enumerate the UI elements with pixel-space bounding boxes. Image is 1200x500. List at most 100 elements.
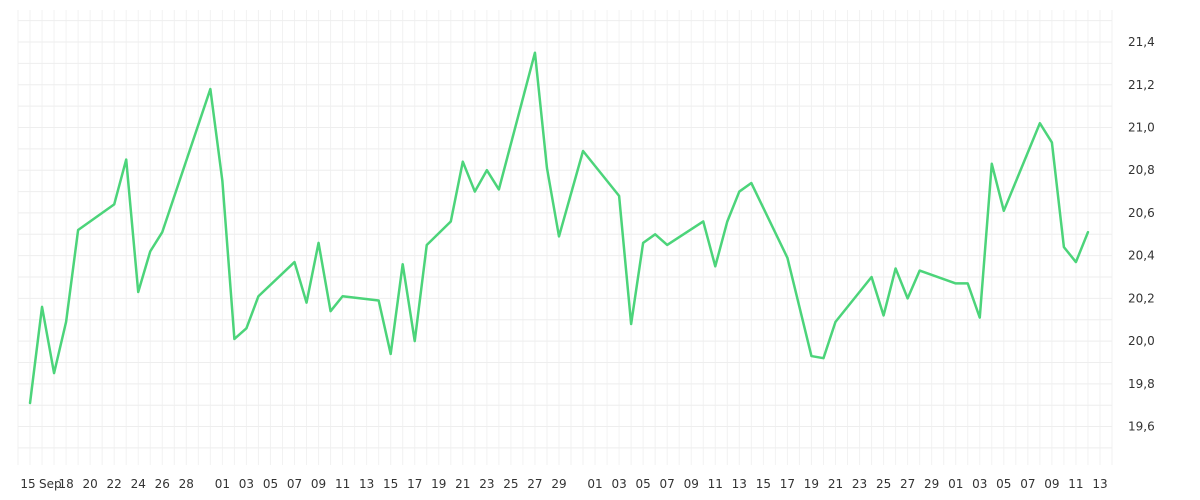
data-point — [556, 233, 562, 239]
x-tick-label: 05 — [263, 477, 278, 491]
x-tick-label: 01 — [587, 477, 602, 491]
x-tick-label: 25 — [876, 477, 891, 491]
data-point — [460, 159, 466, 165]
data-point — [255, 293, 261, 299]
data-point — [724, 218, 730, 224]
data-point — [917, 268, 923, 274]
data-point — [965, 280, 971, 286]
data-point — [869, 274, 875, 280]
data-point — [1049, 139, 1055, 145]
x-tick-label: 05 — [635, 477, 650, 491]
x-tick-label: 13 — [1092, 477, 1107, 491]
x-tick-label: 07 — [660, 477, 675, 491]
y-tick-label: 21,0 — [1128, 120, 1155, 134]
x-tick-label: 23 — [852, 477, 867, 491]
data-point — [39, 304, 45, 310]
x-tick-label: 19 — [804, 477, 819, 491]
x-tick-label: 26 — [155, 477, 170, 491]
grid — [17, 10, 1113, 465]
x-tick-label: 17 — [407, 477, 422, 491]
x-tick-label: 27 — [527, 477, 542, 491]
data-point — [748, 180, 754, 186]
data-point — [532, 50, 538, 56]
x-tick-label: 25 — [503, 477, 518, 491]
data-point — [580, 148, 586, 154]
data-point — [989, 161, 995, 167]
data-point — [111, 201, 117, 207]
x-tick-label: 27 — [900, 477, 915, 491]
data-point — [544, 165, 550, 171]
x-tick-label: 28 — [179, 477, 194, 491]
x-tick-label: 13 — [732, 477, 747, 491]
y-tick-label: 20,2 — [1128, 291, 1155, 305]
data-point — [316, 240, 322, 246]
data-point — [1073, 259, 1079, 265]
x-tick-label: 03 — [239, 477, 254, 491]
data-point — [412, 338, 418, 344]
y-tick-label: 20,0 — [1128, 334, 1155, 348]
y-tick-label: 20,8 — [1128, 163, 1155, 177]
data-point — [881, 312, 887, 318]
data-point — [1037, 120, 1043, 126]
data-point — [784, 255, 790, 261]
x-tick-label: 21 — [828, 477, 843, 491]
data-point — [376, 298, 382, 304]
data-point — [736, 189, 742, 195]
y-tick-label: 19,8 — [1128, 377, 1155, 391]
x-tick-label: 11 — [708, 477, 723, 491]
x-tick-label: 20 — [82, 477, 97, 491]
data-point — [292, 259, 298, 265]
x-tick-label: 03 — [972, 477, 987, 491]
data-point — [243, 325, 249, 331]
x-tick-label: 11 — [1068, 477, 1083, 491]
data-point — [652, 231, 658, 237]
y-tick-label: 21,2 — [1128, 78, 1155, 92]
data-point — [123, 157, 129, 163]
data-point — [207, 86, 213, 92]
y-tick-label: 20,6 — [1128, 206, 1155, 220]
data-point — [388, 351, 394, 357]
x-tick-label: 15 — [20, 477, 35, 491]
data-point — [231, 336, 237, 342]
x-tick-label: 15 — [383, 477, 398, 491]
data-point — [340, 293, 346, 299]
x-tick-label: 23 — [479, 477, 494, 491]
data-point — [75, 227, 81, 233]
data-point — [700, 218, 706, 224]
data-point — [328, 308, 334, 314]
data-point — [832, 319, 838, 325]
data-point — [304, 300, 310, 306]
x-tick-label: 09 — [1044, 477, 1059, 491]
data-point — [135, 289, 141, 295]
y-tick-label: 21,4 — [1128, 35, 1155, 49]
x-tick-label: 29 — [924, 477, 939, 491]
x-tick-label: 21 — [455, 477, 470, 491]
x-tick-label: 11 — [335, 477, 350, 491]
data-point — [664, 242, 670, 248]
x-tick-label: 17 — [780, 477, 795, 491]
x-tick-label: 01 — [215, 477, 230, 491]
data-point — [1085, 229, 1091, 235]
data-point — [159, 229, 165, 235]
data-point — [448, 218, 454, 224]
data-point — [472, 189, 478, 195]
data-point — [808, 353, 814, 359]
data-point — [893, 265, 899, 271]
data-point — [616, 193, 622, 199]
x-tick-label: 19 — [431, 477, 446, 491]
data-point — [977, 315, 983, 321]
series-layer — [28, 50, 1091, 405]
data-point — [640, 240, 646, 246]
data-point — [424, 242, 430, 248]
y-axis: 19,6 19,8 20,0 20,2 20,4 20,6 20,8 21,0 21,2 21,4 — [1128, 35, 1155, 434]
data-point — [51, 370, 57, 376]
data-point — [63, 319, 69, 325]
y-tick-label: 20,4 — [1128, 249, 1155, 263]
x-tick-label: 29 — [551, 477, 566, 491]
x-tick-label: Sep — [39, 477, 62, 491]
x-tick-label: 03 — [611, 477, 626, 491]
x-tick-label: 22 — [107, 477, 122, 491]
